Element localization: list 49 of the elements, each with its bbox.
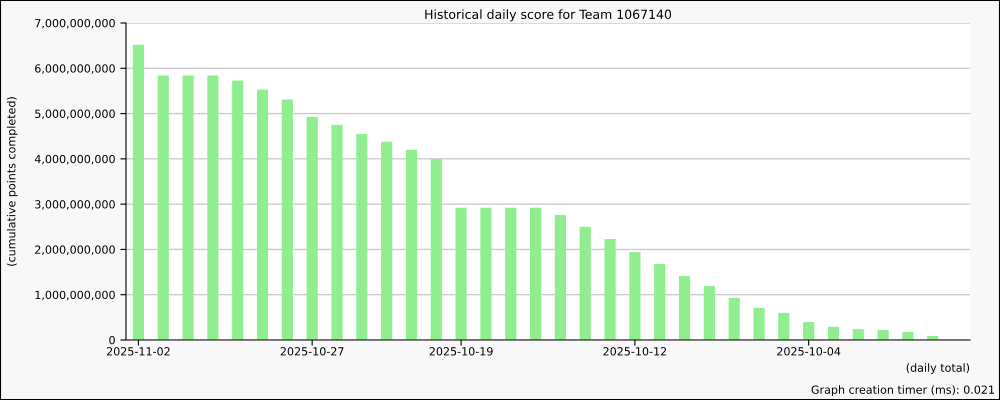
bar (580, 226, 591, 340)
x-tick-label: 2025-10-12 (603, 347, 666, 356)
bar (704, 286, 715, 340)
y-tick-label: 6,000,000,000 (35, 64, 115, 74)
bar (256, 90, 268, 340)
bar (132, 44, 144, 340)
y-tick-label: 2,000,000,000 (35, 245, 115, 255)
bar (232, 80, 244, 340)
bar (207, 76, 218, 340)
bar (480, 208, 492, 340)
x-tick-label: 2025-10-19 (430, 347, 493, 356)
bar (803, 322, 814, 340)
bar (430, 159, 442, 340)
bar (778, 312, 790, 340)
bar (381, 142, 392, 340)
bar (406, 150, 418, 340)
x-tick-label: 2025-11-02 (106, 347, 170, 356)
x-tick-label: 2025-10-04 (777, 347, 840, 356)
bar (852, 329, 864, 340)
bar (182, 76, 194, 340)
bar (306, 116, 318, 340)
chart-title: Historical daily score for Team 1067140 (425, 9, 672, 22)
bar (828, 326, 840, 340)
y-tick-label: 7,000,000,000 (35, 18, 115, 29)
bar (878, 330, 889, 340)
bar (604, 239, 616, 340)
bar (282, 100, 293, 340)
y-tick-label: 0 (109, 336, 115, 344)
x-axis-title: (daily total) (906, 363, 970, 374)
y-tick-label: 5,000,000,000 (35, 110, 115, 120)
bar (356, 134, 368, 340)
bar (505, 208, 516, 340)
y-tick-label: 3,000,000,000 (35, 200, 115, 210)
bar (753, 308, 765, 340)
bar (728, 298, 740, 340)
bar (654, 264, 666, 340)
bar (158, 76, 169, 340)
bar (530, 208, 542, 340)
bar (678, 276, 690, 340)
y-tick-label: 1,000,000,000 (36, 290, 115, 300)
bar (331, 124, 343, 340)
text: Graph creation timer (ms): 0.021 (812, 385, 994, 396)
bar (629, 252, 640, 340)
y-axis-title: (cumulative points completed) (6, 97, 18, 266)
bar (554, 215, 566, 340)
y-tick-label: 4,000,000,000 (34, 154, 115, 164)
bar (456, 208, 467, 340)
x-tick-label: 2025-10-27 (280, 347, 344, 356)
bar (902, 332, 914, 340)
